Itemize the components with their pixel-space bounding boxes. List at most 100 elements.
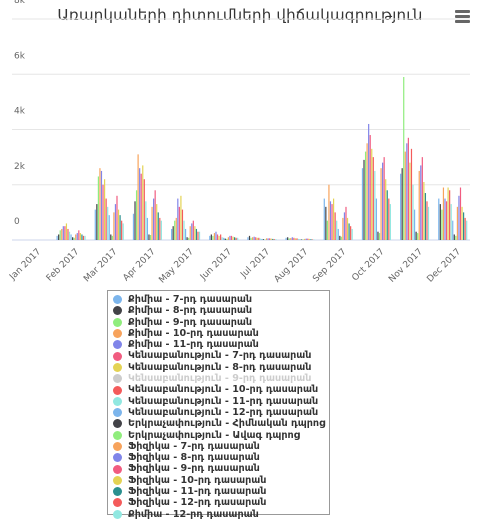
bar <box>368 123 370 240</box>
legend-item[interactable]: Քիմիա - 7-րդ դասարան <box>113 294 329 305</box>
legend-label: Ֆիզիկա - 8-րդ դասարան <box>128 452 260 464</box>
bar <box>143 179 145 240</box>
legend-marker <box>113 487 122 497</box>
bar <box>403 77 405 240</box>
bar <box>449 190 451 240</box>
bar <box>369 135 371 240</box>
bar <box>221 237 223 240</box>
bar <box>342 217 344 240</box>
legend-item[interactable]: Կենսաբանություն - 10-րդ դասարան <box>113 384 329 395</box>
bar <box>386 190 388 240</box>
legend-label: Կենսաբանություն - 9-րդ դասարան <box>128 373 312 385</box>
bar <box>383 157 385 241</box>
bar <box>108 215 110 240</box>
bar <box>378 233 381 240</box>
bar <box>423 181 425 240</box>
legend-marker <box>113 374 122 384</box>
legend-marker <box>113 475 122 485</box>
bar <box>420 165 422 240</box>
legend-item[interactable]: Քիմիա - 9-րդ դասարան <box>113 317 329 328</box>
x-tick-label: Oct 2017 <box>350 247 386 283</box>
bar <box>389 204 391 240</box>
bar <box>265 238 268 240</box>
legend-item[interactable]: Կենսաբանություն - 9-րդ դասարան <box>113 373 329 384</box>
bar <box>100 170 103 240</box>
menu-icon[interactable] <box>455 10 470 23</box>
x-tick-label: May 2017 <box>157 247 195 285</box>
bar <box>235 237 237 240</box>
legend-item[interactable]: Ֆիզիկա - 7-րդ դասարան <box>113 441 329 452</box>
bar <box>75 234 77 240</box>
legend-item[interactable]: Ֆիզիկա - 10-րդ դասարան <box>113 475 329 486</box>
bar <box>232 236 234 240</box>
bar <box>267 238 269 240</box>
bar <box>453 234 455 240</box>
x-tick-label: Sep 2017 <box>311 247 348 284</box>
bar <box>184 228 187 240</box>
legend-label: Ֆիզիկա - 10-րդ դասարան <box>128 474 267 486</box>
bar <box>56 235 58 240</box>
legend-marker <box>113 509 122 519</box>
bar <box>382 162 384 240</box>
bar <box>252 237 254 240</box>
bar <box>385 179 387 240</box>
legend-item[interactable]: Ֆիզիկա - 8-րդ դասարան <box>113 452 329 463</box>
legend-item[interactable]: Քիմիա - 10-րդ դասարան <box>113 328 329 339</box>
legend-item[interactable]: Կենսաբանություն - 12-րդ դասարան <box>113 407 329 418</box>
bar <box>361 168 364 240</box>
legend-label: Ֆիզիկա - 7-րդ դասարան <box>128 440 260 452</box>
legend-item[interactable]: Կենսաբանություն - 11-րդ դասարան <box>113 396 329 407</box>
bar <box>305 238 307 240</box>
bar <box>171 228 173 240</box>
bar <box>113 212 115 241</box>
legend-item[interactable]: Քիմիա - 8-րդ դասարան <box>113 305 329 316</box>
bar <box>273 239 275 240</box>
legend-marker <box>113 408 122 418</box>
legend-item[interactable]: Ֆիզիկա - 9-րդ դասարան <box>113 463 329 474</box>
bar <box>291 237 293 240</box>
bar <box>439 204 441 240</box>
bar <box>456 206 458 240</box>
bar <box>102 184 104 240</box>
bar <box>364 151 367 240</box>
bar <box>70 234 72 240</box>
bar <box>466 220 468 240</box>
bar <box>336 220 338 240</box>
grid-lines <box>12 18 470 241</box>
bar <box>137 154 139 240</box>
legend-item[interactable]: Քիմիա - 11-րդ դասարան <box>113 339 329 350</box>
legend-item[interactable]: Կենսաբանություն - 8-րդ դասարան <box>113 362 329 373</box>
bar <box>59 230 61 240</box>
bar <box>388 198 390 240</box>
bar <box>73 237 75 240</box>
bar <box>67 228 69 240</box>
bar <box>121 220 123 240</box>
legend-item[interactable]: Երկրաչափություն - Հիմնական դպրոց <box>113 418 329 429</box>
bar <box>377 231 379 240</box>
legend-item[interactable]: Քիմիա - 12-րդ դասարան <box>113 509 329 520</box>
legend-item[interactable]: Ֆիզիկա - 11-րդ դասարան <box>113 486 329 497</box>
legend-item[interactable]: Երկրաչափություն - Ավագ դպրոց <box>113 430 329 441</box>
bar <box>424 193 427 240</box>
bar <box>261 238 263 240</box>
legend-label: Քիմիա - 8-րդ դասարան <box>128 305 253 317</box>
legend-item[interactable]: Կենսաբանություն - 7-րդ դասարան <box>113 350 329 361</box>
bar <box>459 187 462 240</box>
chart-plot: 0 2k 4k 6k 8k Jan 2017 Feb 2017 Mar 2017 Apr 20… <box>7 0 470 285</box>
bar <box>145 201 147 240</box>
bar <box>462 212 465 241</box>
y-axis-labels: 0 2k 4k 6k 8k <box>14 0 26 227</box>
bar <box>79 233 81 240</box>
legend-marker <box>113 396 122 406</box>
bar <box>313 239 315 240</box>
x-tick-label: Jun 2017 <box>198 247 234 283</box>
bar <box>269 238 271 240</box>
legend-label: Կենսաբանություն - 10-րդ դասարան <box>128 384 319 396</box>
bar <box>174 220 176 240</box>
bar <box>288 238 290 240</box>
bar <box>258 237 260 240</box>
legend-marker <box>113 362 122 372</box>
legend-item[interactable]: Ֆիզիկա - 12-րդ դասարան <box>113 497 329 508</box>
bar <box>415 231 417 240</box>
bar <box>213 233 216 240</box>
